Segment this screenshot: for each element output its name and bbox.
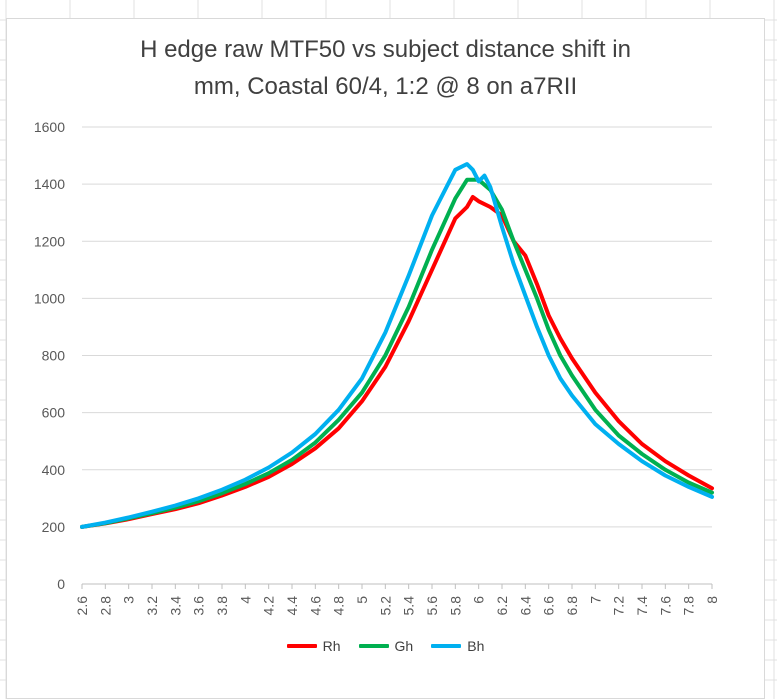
x-tick-label: 6 xyxy=(471,596,487,604)
x-tick-label: 5.4 xyxy=(401,596,417,616)
x-tick-label: 2.8 xyxy=(97,596,113,616)
x-tick-label: 7.2 xyxy=(611,596,627,616)
x-tick-label: 4.8 xyxy=(331,596,347,616)
x-tick-label: 5.2 xyxy=(377,596,393,616)
legend-item-gh: Gh xyxy=(358,638,414,654)
x-tick-label: 7.6 xyxy=(657,596,673,616)
y-tick-label: 0 xyxy=(57,576,65,592)
x-tick-label: 7.4 xyxy=(634,596,650,616)
x-tick-label: 6.2 xyxy=(494,596,510,616)
chart-title-line-1: H edge raw MTF50 vs subject distance shi… xyxy=(140,36,631,63)
legend-swatch-bh xyxy=(431,644,462,648)
legend-swatch-rh xyxy=(286,644,317,648)
x-tick-label: 5 xyxy=(354,596,370,604)
x-tick-label: 8 xyxy=(704,596,720,604)
series-line-bh xyxy=(80,162,714,529)
x-tick-label: 6.6 xyxy=(541,596,557,616)
y-tick-label: 1400 xyxy=(34,176,65,192)
chart-title-line-2: mm, Coastal 60/4, 1:2 @ 8 on a7RII xyxy=(193,73,578,100)
y-tick-label: 1200 xyxy=(34,233,65,249)
y-tick-label: 400 xyxy=(42,462,66,478)
x-tick-label: 4 xyxy=(237,596,253,604)
y-tick-label: 1000 xyxy=(34,290,65,306)
x-tick-label: 4.2 xyxy=(261,596,277,616)
legend-item-bh: Bh xyxy=(431,638,484,654)
legend-label-bh: Bh xyxy=(467,638,485,654)
legend-item-rh: Rh xyxy=(286,638,341,654)
x-tick-label: 3.4 xyxy=(167,596,183,616)
x-tick-label: 3.6 xyxy=(191,596,207,616)
series-line-gh xyxy=(80,177,714,529)
x-tick-label: 4.4 xyxy=(284,596,300,616)
y-tick-label: 1600 xyxy=(34,119,65,135)
x-tick-label: 2.6 xyxy=(74,596,90,616)
x-tick-label: 3 xyxy=(121,596,137,604)
x-tick-label: 7.8 xyxy=(681,596,697,616)
x-tick-label: 7 xyxy=(587,596,603,604)
y-tick-label: 600 xyxy=(42,405,66,421)
legend-label-rh: Rh xyxy=(322,638,341,654)
legend-swatch-gh xyxy=(358,644,389,648)
legend: Rh Gh Bh xyxy=(7,638,764,654)
y-tick-label: 200 xyxy=(42,519,66,535)
x-tick-label: 6.4 xyxy=(517,596,533,616)
chart-area[interactable]: H edge raw MTF50 vs subject distance shi… xyxy=(6,18,765,699)
x-tick-label: 3.8 xyxy=(214,596,230,616)
x-tick-label: 5.6 xyxy=(424,596,440,616)
x-tick-label: 3.2 xyxy=(144,596,160,616)
x-tick-label: 4.6 xyxy=(307,596,323,616)
x-tick-label: 5.8 xyxy=(447,596,463,616)
series-line-rh xyxy=(80,195,714,529)
y-tick-label: 800 xyxy=(42,348,66,364)
x-tick-label: 6.8 xyxy=(564,596,580,616)
plot-area: 0 200 400 600 800 1000 1200 1400 1600 2.6 2.8 3 3.2 3… xyxy=(34,119,720,616)
legend-label-gh: Gh xyxy=(394,638,414,654)
